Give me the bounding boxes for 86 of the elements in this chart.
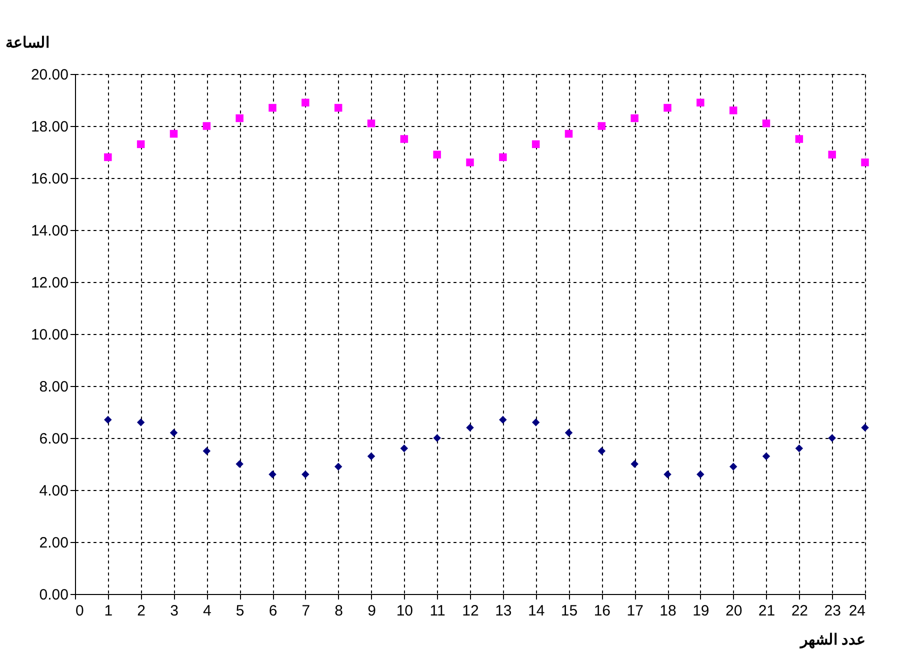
point <box>630 460 638 468</box>
point <box>268 470 276 478</box>
x-tick-label: 14 <box>528 602 545 620</box>
point <box>630 114 638 122</box>
point <box>466 424 474 432</box>
point <box>598 122 606 130</box>
x-tick-label: 13 <box>495 602 512 620</box>
point <box>202 447 211 455</box>
point <box>499 416 507 424</box>
point <box>104 416 112 424</box>
point <box>236 114 244 122</box>
x-tick-label: 2 <box>137 602 146 620</box>
x-tick-label: 23 <box>824 602 841 620</box>
point <box>499 153 507 162</box>
x-tick-label: 5 <box>236 602 244 620</box>
x-tick-label: 15 <box>560 602 578 620</box>
point <box>170 130 178 138</box>
point <box>564 428 573 437</box>
y-tick-label: 18.00 <box>30 118 68 136</box>
point <box>828 434 836 442</box>
point <box>696 470 704 478</box>
point <box>367 120 376 128</box>
x-tick-label: 17 <box>626 602 644 620</box>
point <box>268 104 276 112</box>
x-tick-label: 6 <box>268 602 278 620</box>
point <box>236 460 244 468</box>
y-tick-label: 8.00 <box>39 378 68 396</box>
y-tick-label: 6.00 <box>39 430 68 448</box>
point <box>466 158 474 166</box>
y-tick-label: 20.00 <box>30 66 68 84</box>
point <box>367 452 376 460</box>
y-tick-label: 10.00 <box>30 326 68 344</box>
point <box>861 424 869 432</box>
point <box>795 135 804 143</box>
y-tick-label: 4.00 <box>39 482 68 500</box>
x-tick-label: 24 <box>848 602 866 620</box>
point <box>104 153 112 162</box>
point <box>334 104 342 112</box>
point <box>302 98 310 106</box>
point <box>170 428 178 437</box>
point <box>400 135 408 143</box>
point <box>828 150 836 158</box>
x-tick-label: 0 <box>76 602 84 620</box>
point <box>202 122 211 130</box>
point <box>532 140 540 148</box>
y-axis-title: الساعة <box>6 34 50 52</box>
x-tick-label: 9 <box>368 602 376 620</box>
point <box>762 452 770 460</box>
x-tick-label: 19 <box>692 602 710 620</box>
point <box>136 140 145 148</box>
x-tick-label: 8 <box>334 602 344 620</box>
x-tick-label: 12 <box>462 602 479 620</box>
x-tick-label: 1 <box>104 602 113 620</box>
point <box>433 150 441 158</box>
point <box>564 130 573 138</box>
x-axis-title: عدد الشهر <box>799 632 866 648</box>
point <box>302 470 310 478</box>
y-tick-label: 2.00 <box>39 534 68 552</box>
y-tick-label: 0.00 <box>39 586 68 604</box>
point <box>664 104 672 112</box>
point <box>334 462 342 470</box>
point <box>861 158 869 166</box>
x-tick-label: 11 <box>430 602 446 620</box>
x-tick-label: 21 <box>758 602 776 620</box>
point <box>433 434 441 442</box>
point <box>598 447 606 455</box>
y-tick-label: 16.00 <box>30 170 68 188</box>
point <box>729 106 738 114</box>
x-tick-label: 10 <box>396 602 414 620</box>
y-tick-label: 14.00 <box>30 222 68 240</box>
point <box>795 444 804 452</box>
point <box>696 98 704 106</box>
x-tick-label: 22 <box>791 602 808 620</box>
x-tick-label: 16 <box>594 602 611 620</box>
point <box>400 444 408 452</box>
point <box>532 418 540 426</box>
x-tick-label: 4 <box>202 602 212 620</box>
x-tick-label: 3 <box>170 602 178 620</box>
point <box>664 470 672 478</box>
point <box>729 462 738 470</box>
point <box>136 418 145 426</box>
x-tick-label: 18 <box>660 602 676 620</box>
x-tick-label: 7 <box>302 602 310 620</box>
x-tick-label: 20 <box>725 602 742 620</box>
point <box>762 120 770 128</box>
y-tick-label: 12.00 <box>30 274 68 292</box>
